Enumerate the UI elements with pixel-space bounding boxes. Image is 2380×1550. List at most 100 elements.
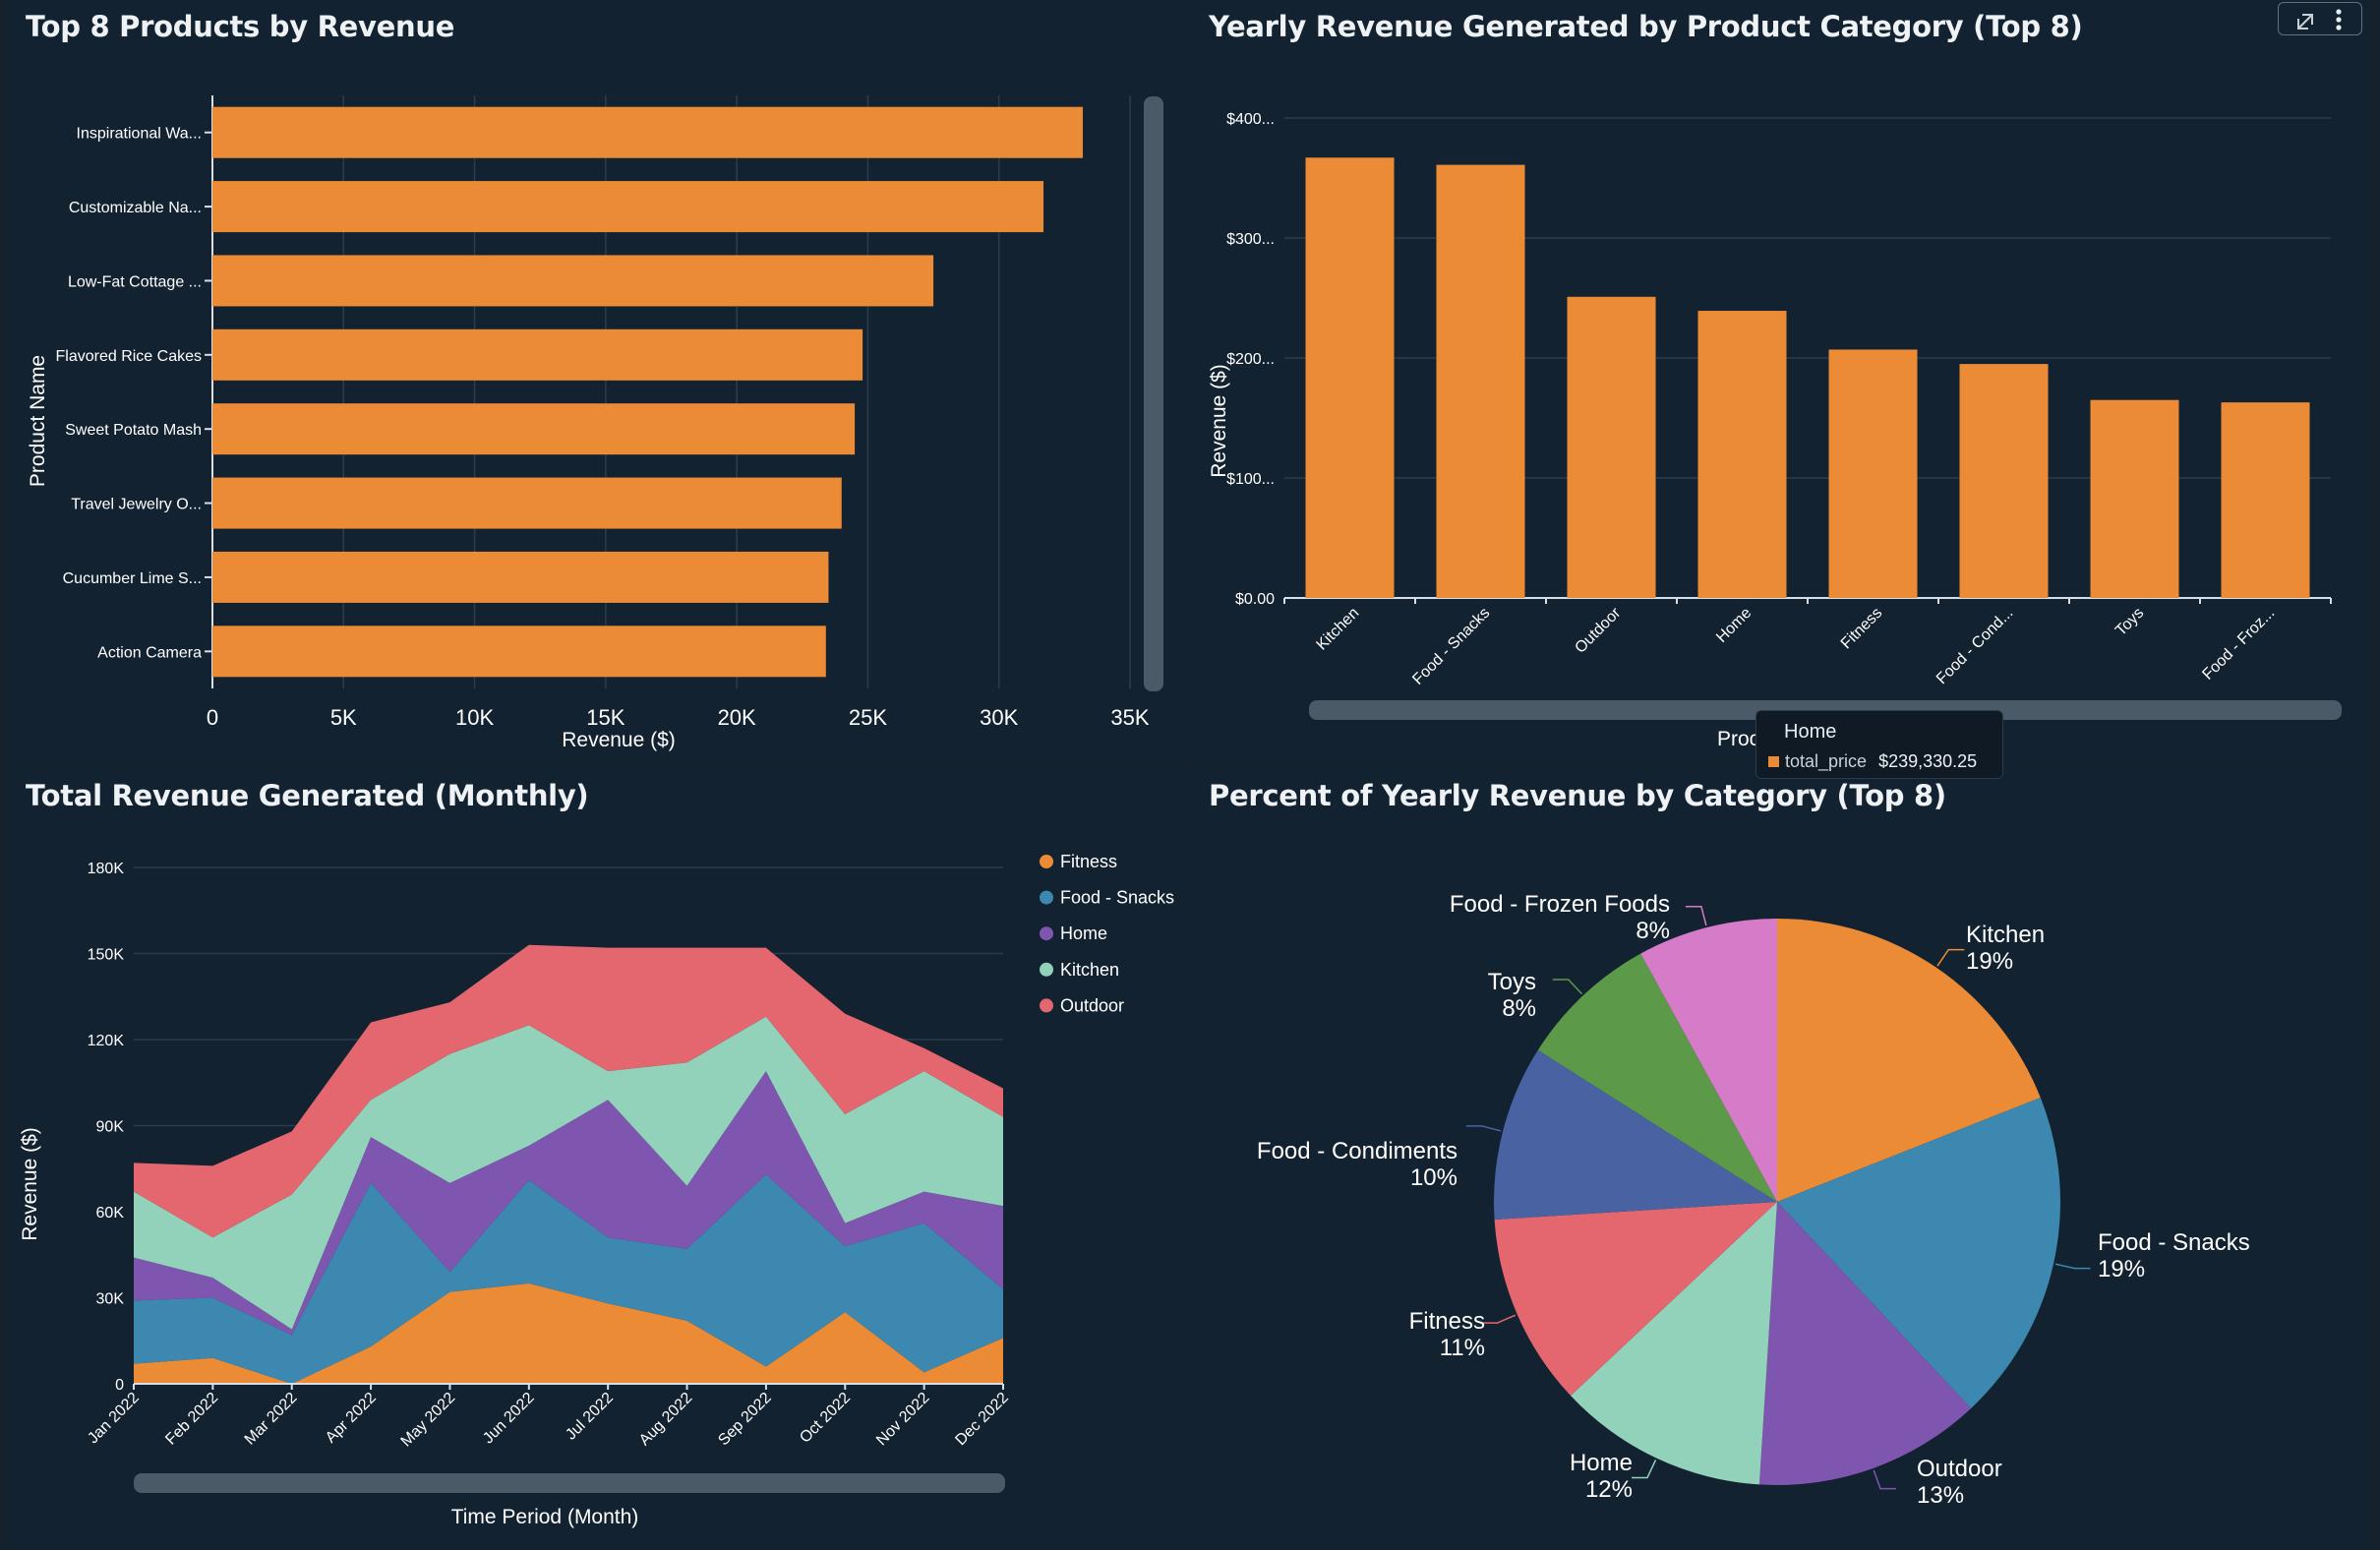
legend-swatch	[1040, 855, 1053, 868]
chart-tooltip: Home total_price $239,330.25	[1755, 710, 2003, 779]
tooltip-swatch	[1768, 756, 1779, 767]
top-products-bar-chart[interactable]: 0 5K 10K 15K 20K 25K 30K 35K Inspirational Wa...…	[6, 0, 1187, 765]
bar-6[interactable]	[212, 477, 842, 529]
x-axis-title: Proc	[1717, 728, 1759, 750]
pie-slice-4[interactable]	[1571, 1202, 1777, 1485]
x-tick-label: 15K	[586, 705, 625, 730]
slice-label: Home	[1570, 1450, 1633, 1476]
category-label: Sweet Potato Mash	[65, 422, 202, 439]
y-tick-label: 60K	[96, 1205, 125, 1222]
yearly-category-bar-chart[interactable]: $0.00 $100... $200... $300... $400... Kitchen…	[1189, 0, 2371, 765]
x-tick-label: 30K	[980, 705, 1018, 730]
month-label: Feb 2022	[162, 1390, 221, 1449]
bar-6[interactable]	[1959, 364, 2049, 598]
legend-swatch	[1040, 962, 1053, 977]
slice-percent: 19%	[1966, 948, 2013, 975]
bar-3[interactable]	[212, 255, 934, 307]
area-series-3[interactable]	[134, 1071, 1003, 1336]
monthly-area-chart[interactable]: 0 30K 60K 90K 120K 150K 180K Jan 2022 Feb 2022 Ma…	[6, 769, 1187, 1546]
expand-icon[interactable]	[2297, 14, 2313, 30]
category-label: Fitness	[1838, 605, 1885, 652]
category-label: Food - Cond...	[1934, 605, 2016, 687]
bar-8[interactable]	[212, 626, 826, 678]
pie-slice-2[interactable]	[1777, 1097, 2060, 1408]
bar-7[interactable]	[212, 551, 829, 603]
pie-slice-5[interactable]	[1494, 1202, 1777, 1397]
x-tick-label: 25K	[849, 705, 887, 730]
slice-label: Toys	[1488, 969, 1536, 995]
leader-line	[1552, 979, 1583, 995]
legend-item-4[interactable]: Kitchen	[1060, 960, 1119, 980]
more-vertical-icon[interactable]	[2336, 9, 2342, 30]
category-label: Flavored Rice Cakes	[56, 348, 203, 365]
area-series-4[interactable]	[134, 1016, 1003, 1330]
bar-2[interactable]	[212, 181, 1044, 233]
panel-yearly-category: Yearly Revenue Generated by Product Cate…	[1189, 0, 2371, 765]
pie-slice-1[interactable]	[1777, 919, 2041, 1202]
y-tick-label: $100...	[1226, 471, 1275, 488]
category-label: Travel Jewelry O...	[71, 497, 202, 513]
slice-label: Food - Condiments	[1257, 1138, 1458, 1164]
month-label: Oct 2022	[797, 1390, 854, 1447]
area-series-5[interactable]	[134, 944, 1003, 1238]
category-label: Low-Fat Cottage ...	[68, 273, 202, 290]
bar-4[interactable]	[1697, 311, 1787, 598]
horizontal-scrollbar[interactable]	[134, 1473, 1005, 1493]
area-series-2[interactable]	[134, 1174, 1003, 1384]
bar-8[interactable]	[2221, 402, 2310, 598]
legend-swatch	[1040, 890, 1053, 905]
month-label: Sep 2022	[715, 1390, 775, 1450]
bar-1[interactable]	[212, 106, 1084, 158]
y-tick-label: $200...	[1226, 351, 1275, 368]
bar-3[interactable]	[1567, 296, 1656, 598]
slice-percent: 13%	[1917, 1482, 1964, 1509]
y-tick-label: $400...	[1226, 111, 1275, 128]
x-axis-title: Revenue ($)	[562, 729, 676, 751]
slice-label: Outdoor	[1917, 1456, 2002, 1482]
category-label: Cucumber Lime S...	[63, 570, 202, 587]
bar-7[interactable]	[2090, 399, 2179, 598]
vertical-scrollbar[interactable]	[1144, 96, 1163, 691]
area-series-1[interactable]	[134, 1282, 1003, 1384]
month-label: Mar 2022	[242, 1390, 301, 1449]
pie-slice-8[interactable]	[1640, 919, 1777, 1202]
bar-1[interactable]	[1305, 157, 1395, 598]
x-tick-label: 35K	[1110, 705, 1149, 730]
bar-2[interactable]	[1436, 164, 1525, 598]
slice-percent: 11%	[1440, 1335, 1485, 1361]
legend-item-1[interactable]: Fitness	[1060, 852, 1117, 871]
leader-line	[1685, 905, 1707, 926]
legend-swatch	[1040, 926, 1053, 941]
pie-slice-3[interactable]	[1758, 1202, 1972, 1485]
yearly-category-title: Yearly Revenue Generated by Product Cate…	[1209, 10, 2083, 43]
bar-4[interactable]	[212, 328, 863, 381]
category-label: Food - Froz...	[2199, 605, 2278, 684]
slice-percent: 19%	[2098, 1256, 2145, 1282]
y-tick-label: $0.00	[1235, 591, 1275, 608]
category-label: Action Camera	[97, 644, 202, 661]
category-label: Inspirational Wa...	[77, 126, 202, 143]
pie-slice-7[interactable]	[1537, 953, 1777, 1202]
legend-item-5[interactable]: Outdoor	[1060, 995, 1124, 1015]
category-label: Home	[1713, 605, 1755, 646]
y-axis-title: Revenue ($)	[1208, 364, 1230, 478]
leader-line	[1936, 948, 1965, 967]
visual-menu-icons	[2297, 9, 2342, 30]
bar-5[interactable]	[1828, 349, 1918, 598]
tooltip-value: $239,330.25	[1878, 751, 1978, 771]
category-label: Outdoor	[1572, 604, 1624, 656]
x-tick-label: 20K	[718, 705, 756, 730]
y-axis-title: Product Name	[27, 355, 49, 487]
slice-percent: 12%	[1585, 1476, 1633, 1503]
pie-slice-6[interactable]	[1494, 1049, 1777, 1221]
legend-item-3[interactable]: Home	[1060, 924, 1107, 943]
category-label: Kitchen	[1314, 605, 1363, 654]
tooltip-row: total_price $239,330.25	[1768, 751, 2002, 772]
panel-percent-category: Percent of Yearly Revenue by Category (T…	[1189, 769, 2371, 1546]
bar-5[interactable]	[212, 403, 856, 455]
legend-item-2[interactable]: Food - Snacks	[1060, 888, 1174, 908]
slice-label: Fitness	[1409, 1308, 1485, 1335]
slice-percent: 8%	[1502, 995, 1536, 1022]
